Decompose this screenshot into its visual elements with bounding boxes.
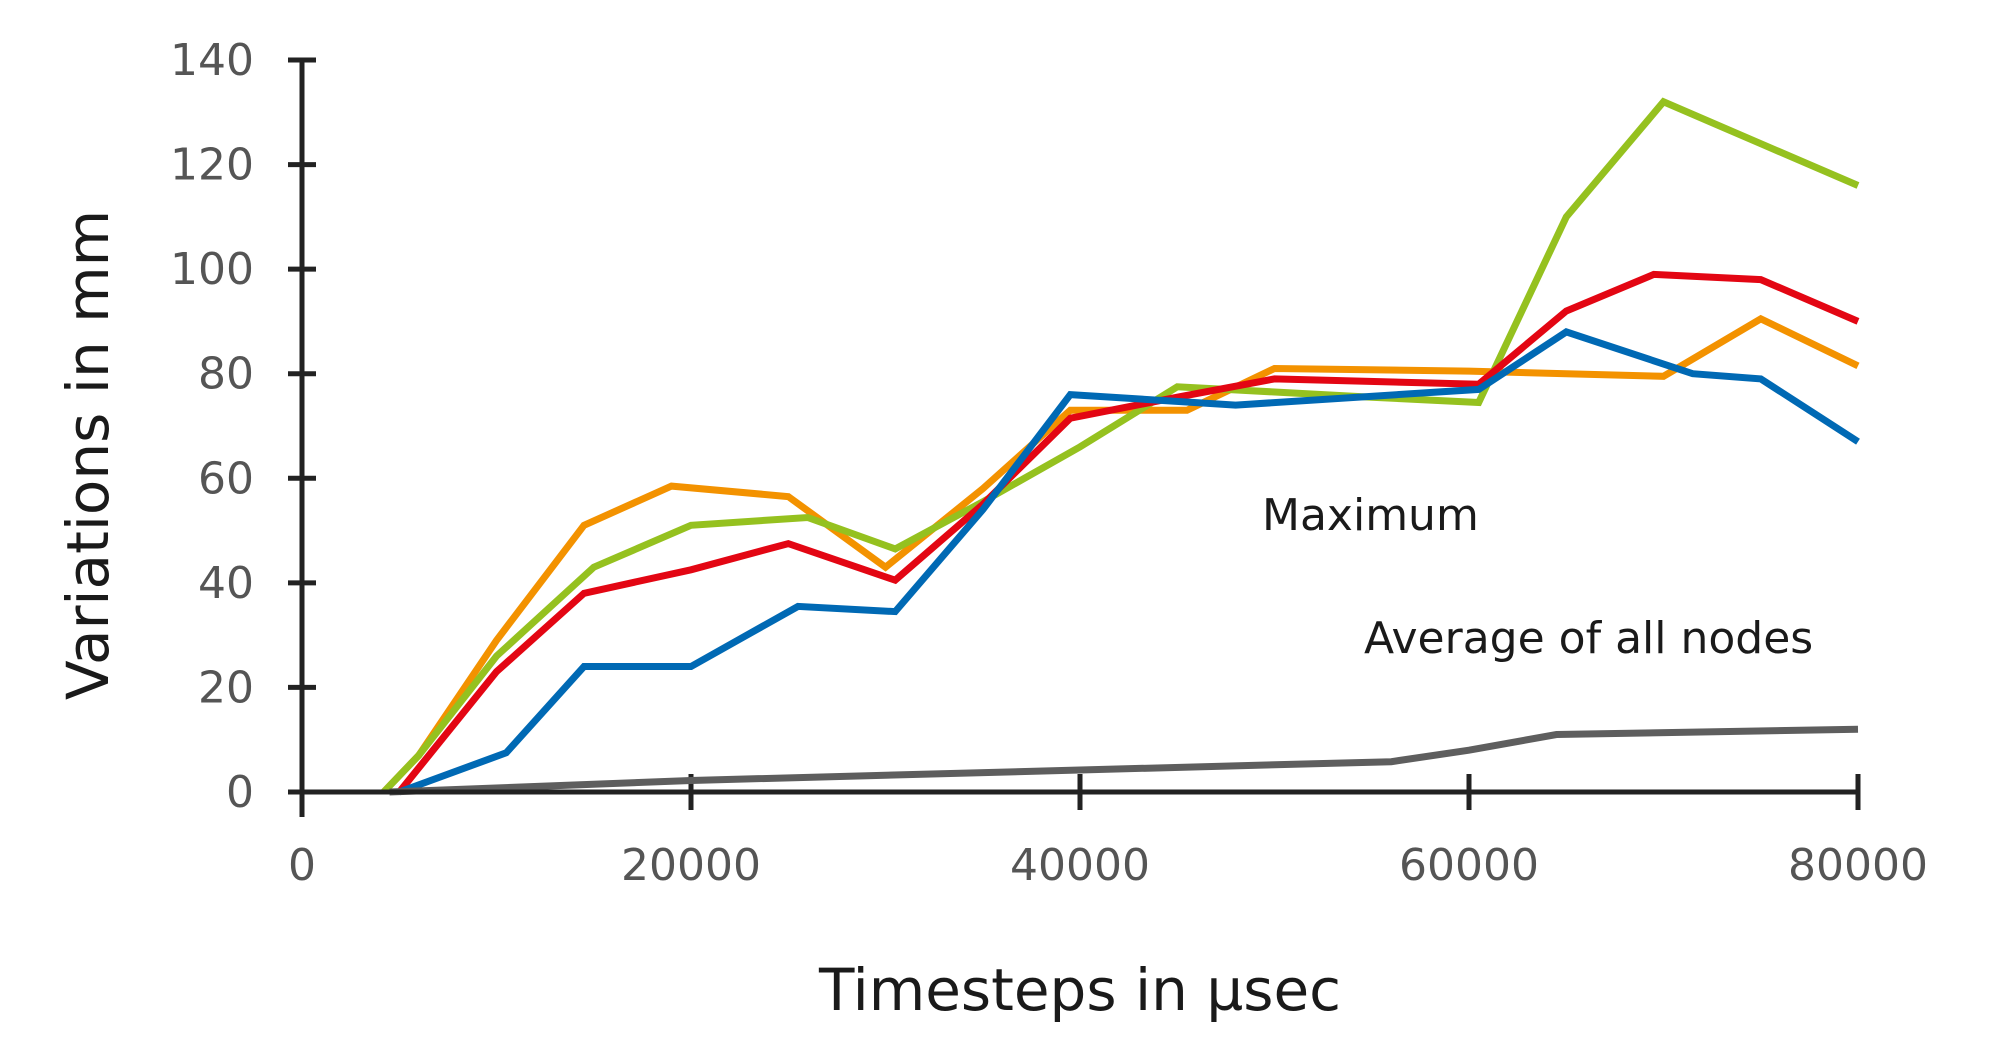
average-annotation: Average of all nodes [1364, 613, 1813, 664]
series-layer [381, 97, 1860, 796]
series-line-3 [396, 270, 1860, 795]
maximum-annotation: Maximum [1262, 490, 1479, 541]
series-line-4 [398, 328, 1860, 796]
y-axis-title: Variations in mm [54, 210, 122, 700]
x-axis-title: Timesteps in µsec [818, 956, 1341, 1024]
series-line-1 [381, 314, 1860, 795]
y-tick-label: 120 [170, 140, 254, 191]
y-axis-ticks: 0 20 40 60 80 100 120 140 [170, 35, 316, 818]
x-tick-label: 40000 [1010, 840, 1150, 891]
y-tick-label: 60 [198, 453, 254, 504]
x-axis-ticks: 0 20000 40000 60000 80000 [288, 774, 1928, 891]
y-tick-label: 80 [198, 349, 254, 400]
y-tick-label: 140 [170, 35, 254, 86]
x-tick-label: 0 [288, 840, 316, 891]
y-tick-label: 20 [198, 662, 254, 713]
y-tick-label: 0 [226, 767, 254, 818]
series-line-5 [389, 725, 1859, 796]
x-tick-label: 60000 [1399, 840, 1539, 891]
y-tick-label: 40 [198, 558, 254, 609]
y-tick-label: 100 [170, 244, 254, 295]
x-tick-label: 20000 [621, 840, 761, 891]
series-line-2 [381, 97, 1860, 795]
x-tick-label: 80000 [1788, 840, 1928, 891]
